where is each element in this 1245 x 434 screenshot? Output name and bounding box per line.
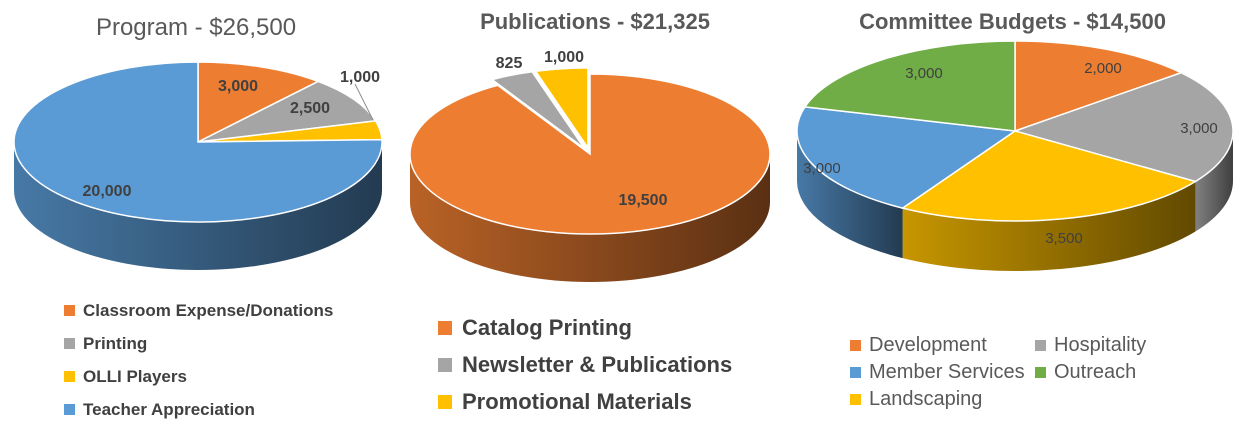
legend-label: Printing — [83, 333, 148, 353]
publications-pie-chart: Publications - $21,325 19,500 825 1,000 Ca… — [400, 0, 790, 434]
legend-swatch — [438, 394, 452, 409]
legend-item-landscaping: Landscaping — [850, 388, 1035, 411]
legend-swatch — [64, 371, 75, 382]
legend-swatch — [850, 367, 861, 378]
pie-side-walls — [410, 154, 770, 282]
data-label-promotional-materials: 1,000 — [544, 49, 584, 66]
legend-item-promotional-materials: Promotional Materials — [438, 383, 732, 420]
slice-catalog-printing — [409, 73, 771, 235]
slice-side-member-services — [797, 131, 903, 259]
slice-hospitality — [1012, 71, 1234, 183]
legend-swatch — [850, 340, 861, 351]
data-label-member-services: 3,000 — [803, 160, 841, 177]
legend-label: Newsletter & Publications — [462, 351, 733, 377]
legend-label: OLLI Players — [83, 366, 187, 386]
pie-top — [13, 61, 383, 223]
chart-legend: Classroom Expense/Donations Printing OLLI … — [64, 294, 333, 426]
data-label-catalog-printing: 19,500 — [619, 192, 668, 209]
slice-outreach — [803, 40, 1016, 132]
legend-swatch — [850, 394, 861, 405]
legend-label: Landscaping — [869, 388, 983, 410]
legend-swatch — [1035, 367, 1046, 378]
legend-item-outreach: Outreach — [1035, 361, 1210, 384]
legend-item-hospitality: Hospitality — [1035, 334, 1210, 357]
legend-label: Teacher Appreciation — [83, 399, 255, 419]
pie-top — [409, 67, 771, 235]
legend-label: Development — [869, 334, 987, 356]
legend-swatch — [1035, 340, 1046, 351]
legend-item-classroom-expense-donations: Classroom Expense/Donations — [64, 294, 333, 327]
legend-label: Catalog Printing — [462, 314, 632, 340]
slice-landscaping — [900, 130, 1198, 222]
legend-swatch — [64, 404, 75, 415]
slice-newsletter-publications — [490, 70, 585, 149]
slice-promotional-materials — [534, 67, 589, 151]
legend-label: Member Services — [869, 361, 1025, 383]
data-labels: 3,000 2,500 1,000 20,000 — [83, 69, 381, 200]
legend-item-newsletter-publications: Newsletter & Publications — [438, 346, 732, 383]
program-pie-chart: Program - $26,500 3,000 2,500 1,000 20,000 … — [0, 0, 400, 434]
legend-item-development: Development — [850, 334, 1035, 357]
legend-swatch — [64, 305, 75, 316]
legend-item-teacher-appreciation: Teacher Appreciation — [64, 393, 333, 426]
chart-title: Program - $26,500 — [95, 14, 297, 41]
legend-item-printing: Printing — [64, 327, 333, 360]
data-label-olli-players: 1,000 — [340, 69, 380, 86]
data-labels: 19,500 825 1,000 — [496, 49, 668, 209]
legend-label: Outreach — [1054, 361, 1137, 383]
pie-side-walls — [797, 131, 1233, 271]
pie-plot: 19,500 825 1,000 — [409, 49, 771, 282]
pie-top — [796, 40, 1234, 222]
data-label-classroom-expense-donations: 3,000 — [218, 78, 258, 95]
chart-legend: Development Hospitality Member Services Out… — [850, 334, 1210, 411]
chart-legend: Catalog Printing Newsletter & Publication… — [438, 309, 732, 420]
legend-swatch — [438, 357, 452, 372]
slice-side-teacher-appreciation — [14, 142, 382, 270]
legend-swatch — [438, 320, 452, 335]
data-label-teacher-appreciation: 20,000 — [83, 183, 132, 200]
slice-member-services — [796, 106, 1018, 209]
chart-title: Publications - $21,325 — [480, 9, 710, 34]
legend-label: Hospitality — [1054, 334, 1147, 356]
data-label-outreach: 3,000 — [905, 65, 943, 82]
slice-side-landscaping — [902, 181, 1196, 271]
slice-side-hospitality — [1195, 131, 1233, 232]
slice-classroom-expense-donations — [197, 61, 320, 144]
legend-item-catalog-printing: Catalog Printing — [438, 309, 732, 346]
legend-label: Promotional Materials — [462, 388, 692, 414]
committee-budgets-pie-chart: Committee Budgets - $14,500 2,000 3,000 3,… — [780, 0, 1245, 434]
pie-plot: 2,000 3,000 3,500 3,000 3,000 — [796, 40, 1234, 271]
chart-title: Committee Budgets - $14,500 — [859, 9, 1166, 34]
slice-printing — [197, 80, 377, 143]
legend-item-olli-players: OLLI Players — [64, 360, 333, 393]
legend-item-member-services: Member Services — [850, 361, 1035, 384]
data-label-development: 2,000 — [1084, 60, 1122, 77]
data-labels: 2,000 3,000 3,500 3,000 3,000 — [803, 60, 1218, 247]
data-label-newsletter-publications: 825 — [496, 55, 523, 72]
slice-development — [1014, 40, 1184, 133]
legend-swatch — [64, 338, 75, 349]
data-label-printing: 2,500 — [290, 100, 330, 117]
legend-label: Classroom Expense/Donations — [83, 300, 334, 320]
data-label-hospitality: 3,000 — [1180, 120, 1218, 137]
slice-side-catalog-printing — [410, 154, 770, 282]
pie-plot: 3,000 2,500 1,000 20,000 — [13, 61, 383, 270]
leader-line — [354, 83, 374, 121]
data-label-landscaping: 3,500 — [1045, 230, 1083, 247]
slice-teacher-appreciation — [13, 61, 383, 223]
pie-side-walls — [14, 142, 382, 270]
